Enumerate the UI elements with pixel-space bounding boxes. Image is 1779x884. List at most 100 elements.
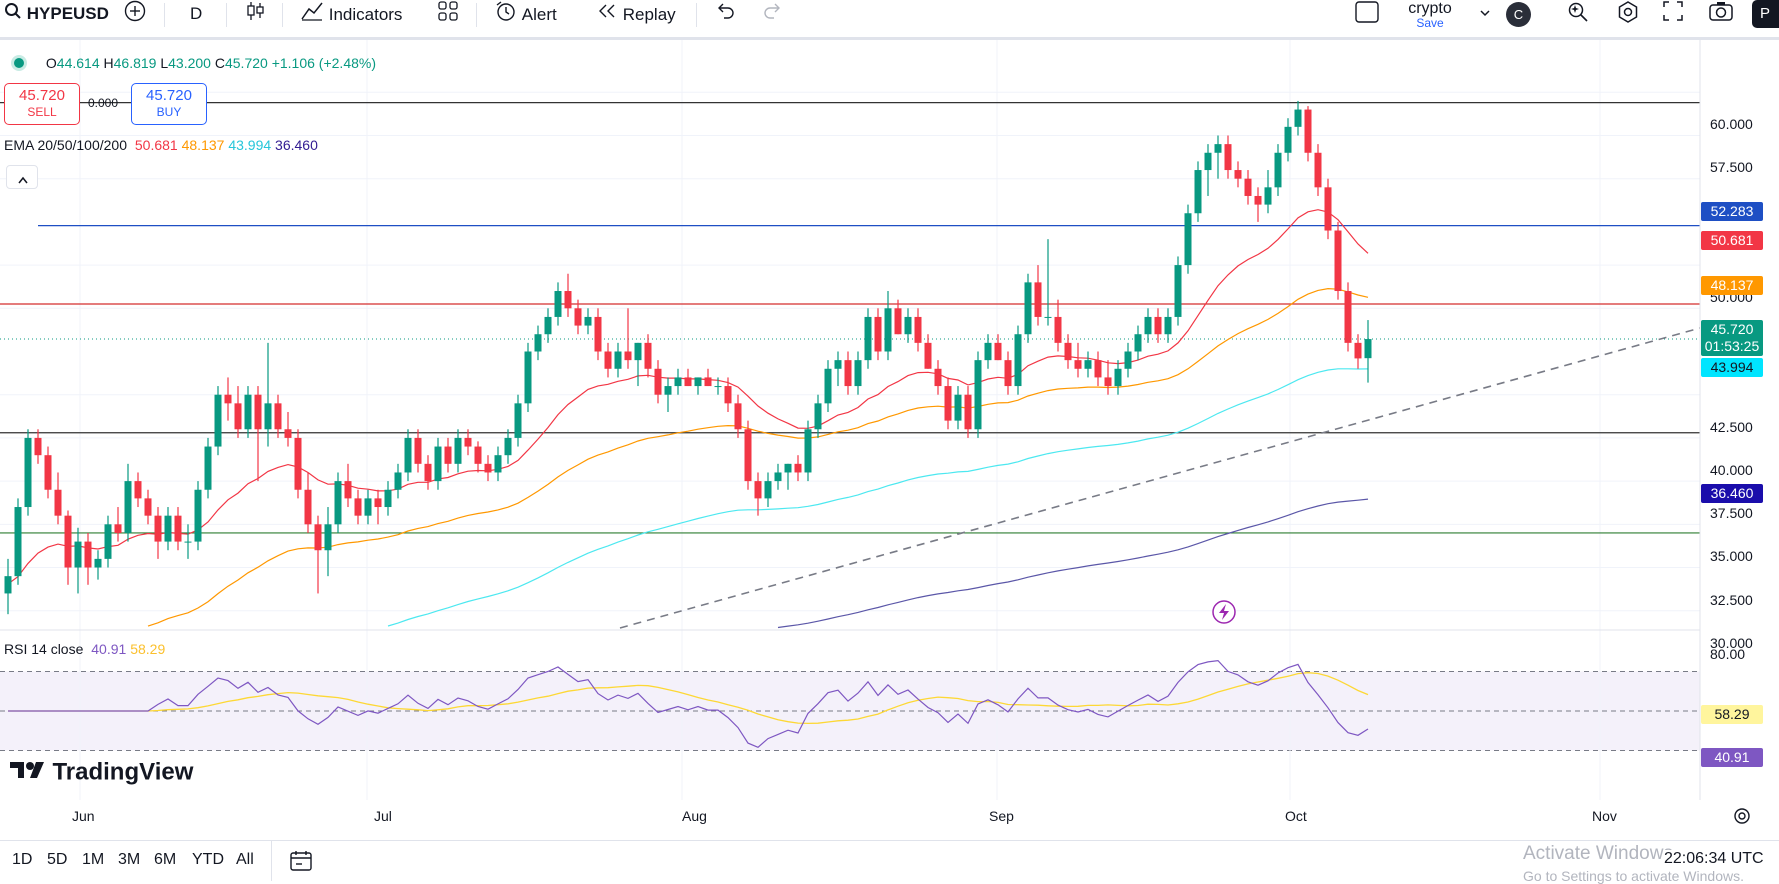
candle bbox=[904, 316, 912, 335]
layout-name: crypto bbox=[1408, 0, 1452, 17]
multi-layout-button[interactable] bbox=[1354, 0, 1380, 28]
ohlc-low: 43.200 bbox=[168, 55, 211, 71]
candle bbox=[854, 360, 862, 387]
lightning-icon[interactable] bbox=[1212, 600, 1236, 624]
candle bbox=[544, 316, 552, 335]
tradingview-logo[interactable]: TradingView bbox=[8, 758, 193, 787]
candle bbox=[24, 437, 32, 508]
settings-button[interactable] bbox=[1616, 0, 1640, 28]
compare-symbol-button[interactable] bbox=[124, 0, 146, 28]
replay-button[interactable]: Replay bbox=[596, 0, 676, 28]
candle bbox=[234, 403, 242, 430]
indicators-icon bbox=[300, 0, 324, 31]
search-icon bbox=[4, 1, 22, 29]
tradingview-logo-icon bbox=[8, 758, 48, 787]
candle bbox=[634, 342, 642, 361]
layout-save-button[interactable]: crypto Save bbox=[1400, 0, 1460, 30]
candle bbox=[1204, 152, 1212, 171]
candle bbox=[1244, 178, 1252, 196]
indicators-button[interactable]: Indicators bbox=[300, 0, 402, 28]
publish-button[interactable]: P bbox=[1752, 0, 1779, 28]
utc-clock[interactable]: 22:06:34 UTC bbox=[1664, 850, 1764, 868]
candle bbox=[304, 489, 312, 525]
undo-button[interactable] bbox=[714, 0, 736, 28]
collapse-legend-button[interactable] bbox=[6, 165, 38, 189]
ema100-line bbox=[387, 368, 1369, 627]
ohlc-h-label: H bbox=[103, 55, 114, 71]
candle bbox=[374, 498, 382, 508]
horizontal-levels[interactable] bbox=[0, 102, 1700, 534]
candle bbox=[1104, 377, 1112, 387]
candle bbox=[554, 291, 562, 317]
rsi-legend-value: 40.91 bbox=[91, 641, 127, 657]
quick-search-button[interactable] bbox=[1566, 0, 1590, 28]
buy-button[interactable]: 45.720 BUY bbox=[131, 83, 207, 125]
range-button-6m[interactable]: 6M bbox=[154, 851, 177, 868]
candle bbox=[1014, 334, 1022, 387]
candle bbox=[1084, 360, 1092, 369]
candle bbox=[1124, 351, 1132, 369]
range-button-all[interactable]: All bbox=[236, 851, 254, 868]
candle bbox=[514, 403, 522, 438]
gear-icon bbox=[1616, 0, 1640, 33]
range-button-3m[interactable]: 3M bbox=[118, 851, 141, 868]
grid-icon bbox=[437, 0, 459, 31]
sell-button[interactable]: 45.720 SELL bbox=[4, 83, 80, 125]
layout-templates-button[interactable] bbox=[437, 0, 459, 28]
candle bbox=[504, 437, 512, 456]
chart-type-button[interactable] bbox=[244, 0, 266, 28]
candle bbox=[1044, 316, 1052, 318]
fullscreen-button[interactable] bbox=[1662, 0, 1684, 28]
symbol-search-button[interactable]: HYPEUSD bbox=[4, 0, 109, 28]
candle bbox=[674, 377, 682, 387]
bar-countdown: 01:53:25 bbox=[1704, 338, 1760, 354]
square-icon bbox=[1354, 0, 1380, 33]
candle bbox=[1184, 213, 1192, 266]
candle bbox=[124, 481, 132, 533]
candles-icon bbox=[244, 0, 266, 31]
candle bbox=[1314, 152, 1322, 188]
chart-canvas[interactable] bbox=[0, 40, 1779, 840]
ema100-value: 43.994 bbox=[228, 137, 272, 153]
redo-icon bbox=[762, 0, 784, 31]
candle bbox=[924, 342, 932, 369]
axis-settings-button[interactable] bbox=[1732, 806, 1752, 831]
candle bbox=[4, 576, 12, 594]
candle bbox=[834, 360, 842, 369]
candle bbox=[114, 524, 122, 533]
snapshot-button[interactable] bbox=[1708, 0, 1734, 28]
candle bbox=[1004, 360, 1012, 387]
avatar[interactable]: C bbox=[1506, 2, 1531, 27]
candle bbox=[1354, 342, 1362, 359]
candle bbox=[744, 429, 752, 482]
ohlc-l-label: L bbox=[160, 55, 169, 71]
interval-button[interactable]: D bbox=[190, 4, 203, 23]
rsi-line bbox=[8, 659, 1369, 748]
candle bbox=[984, 342, 992, 361]
candle bbox=[214, 394, 222, 447]
candle bbox=[274, 403, 282, 430]
range-button-1m[interactable]: 1M bbox=[82, 851, 105, 868]
redo-button[interactable] bbox=[762, 0, 784, 28]
candle bbox=[224, 394, 232, 404]
alert-button[interactable]: Alert bbox=[494, 0, 557, 28]
ema-legend[interactable]: EMA 20/50/100/200 50.681 48.137 43.994 3… bbox=[4, 137, 318, 153]
candle bbox=[104, 524, 112, 559]
range-button-5d[interactable]: 5D bbox=[47, 851, 68, 868]
candle bbox=[844, 360, 852, 387]
candle bbox=[694, 377, 702, 387]
range-button-ytd[interactable]: YTD bbox=[192, 851, 224, 868]
rsi-legend[interactable]: RSI 14 close 40.91 58.29 bbox=[4, 641, 165, 657]
candle bbox=[44, 455, 52, 490]
undo-icon bbox=[714, 0, 736, 31]
candle bbox=[164, 515, 172, 542]
layout-menu-button[interactable] bbox=[1478, 0, 1492, 28]
ohlc-close: 45.720 bbox=[224, 55, 268, 71]
alarm-clock-icon bbox=[494, 0, 518, 31]
candle bbox=[1334, 230, 1342, 292]
goto-date-button[interactable] bbox=[288, 849, 314, 878]
save-label: Save bbox=[1416, 16, 1444, 30]
trend-line[interactable] bbox=[619, 327, 1701, 629]
ohlc-legend: O44.614 H46.819 L43.200 C45.720 +1.106 (… bbox=[14, 55, 376, 71]
range-button-1d[interactable]: 1D bbox=[12, 851, 33, 868]
